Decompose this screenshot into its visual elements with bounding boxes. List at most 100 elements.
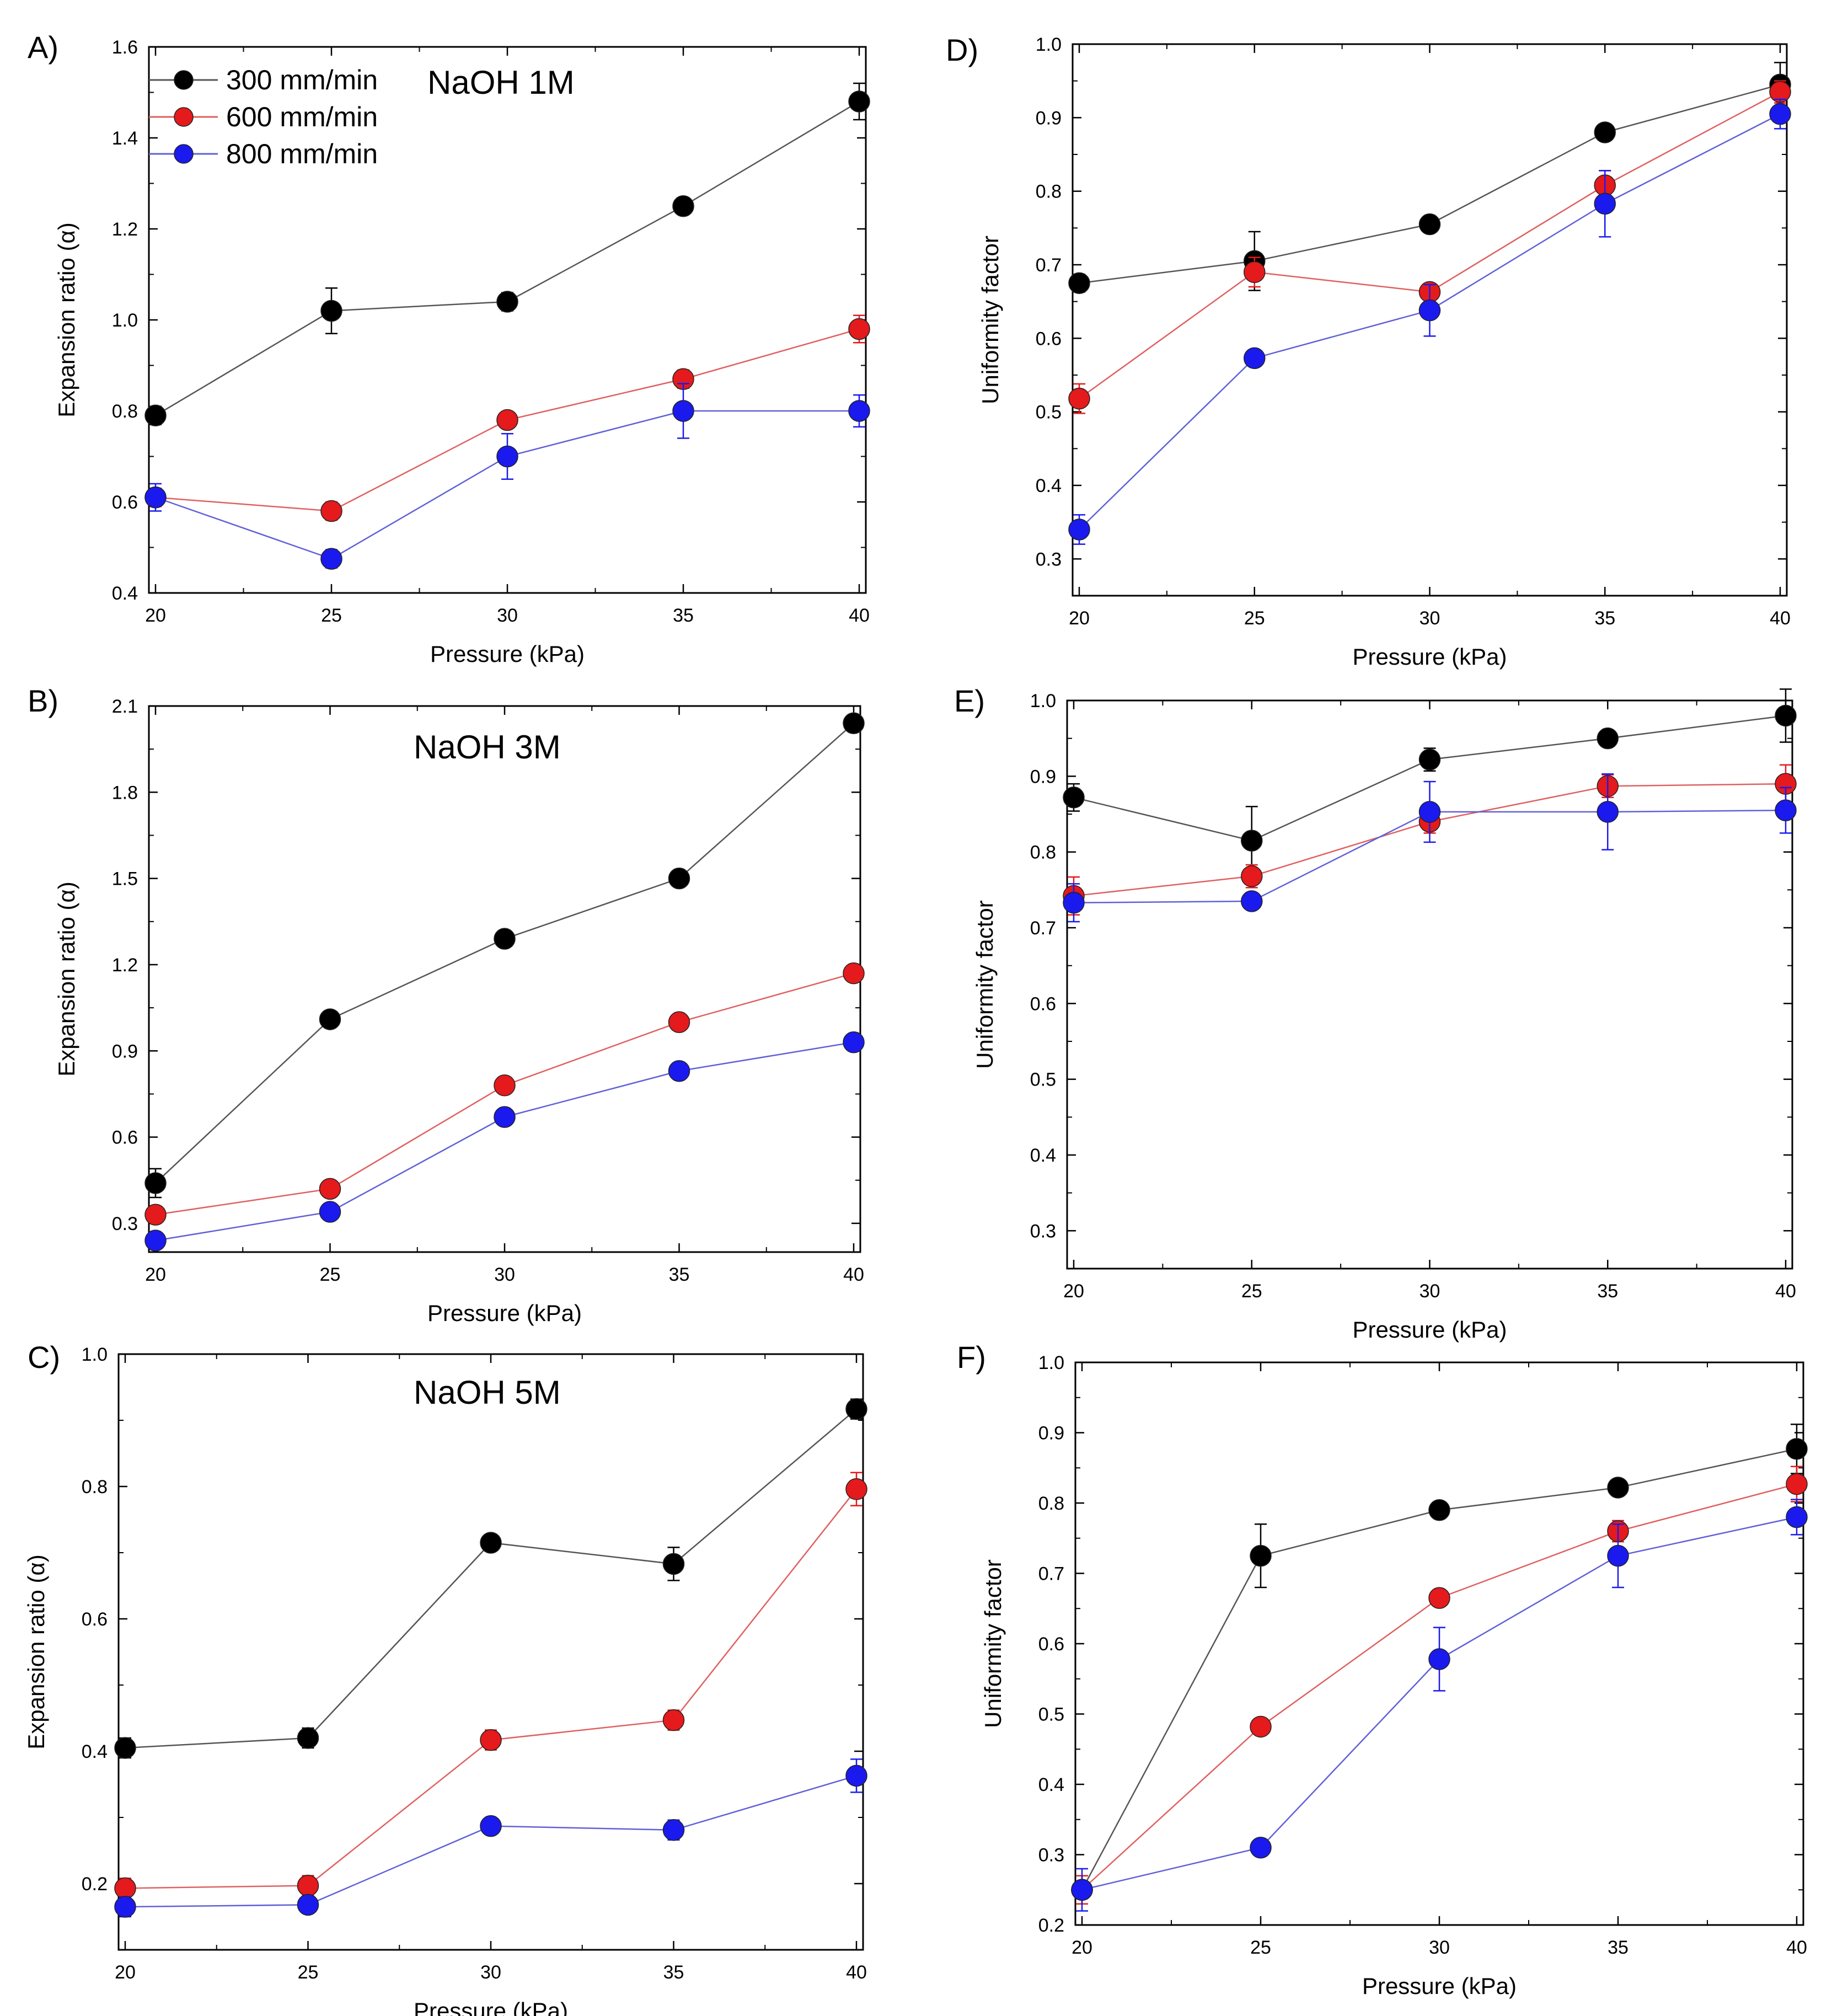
annotation: NaOH 1M (427, 64, 575, 101)
data-point (494, 1074, 516, 1097)
data-point (1775, 704, 1797, 727)
y-tick-label: 0.2 (1038, 1915, 1064, 1936)
y-tick-label: 0.9 (112, 1041, 138, 1062)
data-point (319, 1201, 341, 1223)
annotation: NaOH 3M (414, 729, 561, 766)
legend-marker (174, 107, 194, 127)
y-tick-label: 0.4 (82, 1741, 108, 1762)
series-line (125, 1408, 857, 1749)
data-point (144, 404, 167, 426)
data-point (1418, 213, 1441, 236)
x-tick-label: 40 (1770, 608, 1791, 629)
series-2 (144, 383, 870, 570)
data-point (319, 1178, 341, 1200)
series-1 (1068, 80, 1791, 414)
panel-letter: C) (28, 1340, 60, 1375)
data-point (1071, 1879, 1093, 1901)
y-tick-label: 0.6 (1030, 993, 1056, 1014)
x-axis-title: Pressure (kPa) (430, 641, 585, 667)
data-point (1250, 1837, 1272, 1859)
data-point (1068, 272, 1090, 295)
y-tick-label: 1.4 (112, 128, 138, 149)
x-tick-label: 20 (115, 1962, 136, 1983)
x-tick-label: 35 (663, 1962, 684, 1983)
data-point (1068, 518, 1090, 541)
panel-letter: F) (957, 1340, 986, 1375)
x-tick-label: 30 (480, 1962, 501, 1983)
legend-marker (174, 144, 194, 164)
legend-label: 300 mm/min (226, 65, 378, 95)
chart-panel-5: 20 25 30 35 40 0.2 0.3 0.4 0.5 0.6 0.7 0.8 0.9 1.0 Pre… (957, 1340, 1808, 1999)
data-point (1244, 347, 1266, 370)
y-tick-label: 0.2 (82, 1874, 108, 1895)
x-tick-label: 35 (673, 605, 694, 626)
data-point (1428, 1499, 1450, 1521)
y-tick-label: 0.7 (1036, 255, 1062, 276)
series-1 (114, 1472, 867, 1900)
y-tick-label: 0.7 (1038, 1564, 1064, 1585)
x-tick-label: 40 (1775, 1281, 1796, 1302)
data-point (496, 409, 518, 431)
x-tick-label: 20 (1072, 1937, 1092, 1958)
x-tick-label: 40 (1786, 1937, 1807, 1958)
data-point (144, 1229, 167, 1252)
series-0 (144, 712, 865, 1199)
y-axis-title: Expansion ratio (α) (53, 222, 79, 417)
x-axis-title: Pressure (kPa) (427, 1300, 582, 1326)
chart-panel-3: 20 25 30 35 40 0.3 0.4 0.5 0.6 0.7 0.8 0.9 1.0 Pressu… (954, 683, 1797, 1343)
data-point (668, 1060, 690, 1082)
data-point (496, 445, 518, 468)
y-tick-label: 0.5 (1038, 1704, 1064, 1725)
x-tick-label: 30 (1429, 1937, 1450, 1958)
y-tick-label: 0.3 (1036, 549, 1062, 570)
y-tick-label: 0.3 (1030, 1221, 1056, 1242)
x-axis-title: Pressure (kPa) (1352, 1317, 1507, 1343)
panel-letter: A) (28, 30, 58, 65)
legend-item: 800 mm/min (149, 138, 378, 169)
data-point (320, 500, 342, 522)
y-axis-title: Expansion ratio (α) (23, 1554, 49, 1749)
y-tick-label: 0.4 (112, 583, 138, 604)
x-tick-label: 20 (1069, 608, 1090, 629)
data-point (662, 1819, 685, 1841)
x-tick-label: 30 (1419, 608, 1440, 629)
x-tick-label: 35 (1597, 1281, 1618, 1302)
data-point (1594, 192, 1616, 215)
x-tick-label: 25 (298, 1962, 319, 1983)
data-point (848, 318, 870, 340)
data-point (144, 486, 167, 509)
x-tick-label: 40 (849, 605, 870, 626)
series-2 (144, 1031, 865, 1252)
data-point (496, 291, 518, 313)
x-axis-title: Pressure (kPa) (1352, 644, 1507, 670)
data-point (319, 1008, 341, 1030)
data-point (1418, 801, 1441, 823)
y-tick-label: 1.5 (112, 869, 138, 890)
series-0 (1063, 688, 1797, 876)
data-point (494, 928, 516, 950)
series-2 (114, 1758, 867, 1918)
y-axis-title: Uniformity factor (977, 236, 1003, 404)
y-tick-label: 1.0 (1036, 34, 1062, 55)
plot-frame (117, 1353, 864, 1951)
data-point (845, 1398, 867, 1420)
series-line (1079, 84, 1781, 284)
y-tick-label: 1.8 (112, 782, 138, 803)
data-point (1786, 1473, 1808, 1495)
x-tick-label: 25 (1250, 1937, 1271, 1958)
x-tick-label: 30 (497, 605, 518, 626)
data-point (1244, 261, 1266, 284)
y-tick-label: 0.3 (112, 1213, 138, 1234)
y-tick-label: 0.7 (1030, 918, 1056, 939)
data-point (480, 1532, 502, 1554)
legend-marker (174, 70, 194, 90)
x-tick-label: 40 (843, 1264, 864, 1285)
x-tick-label: 30 (1419, 1281, 1440, 1302)
data-point (320, 300, 342, 322)
x-tick-label: 30 (494, 1264, 515, 1285)
y-tick-label: 0.8 (112, 401, 138, 422)
x-tick-label: 25 (321, 605, 342, 626)
data-point (843, 1031, 865, 1054)
series-1 (144, 314, 870, 522)
